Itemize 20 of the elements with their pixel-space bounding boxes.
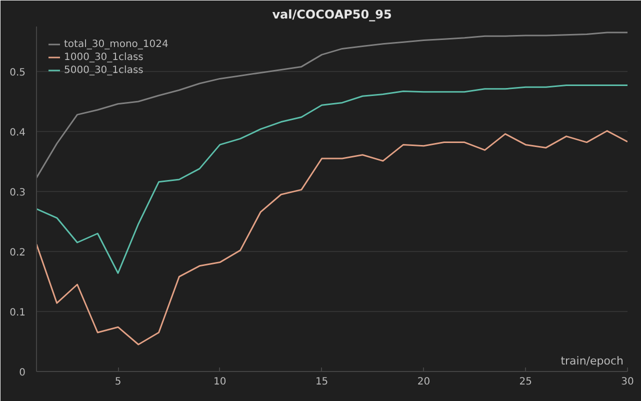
y-tick-label: 0.2	[10, 248, 26, 258]
y-tick-label: 0.5	[10, 68, 26, 78]
chart-title: val/COCOAP50_95	[272, 8, 392, 22]
y-tick-label: 0.4	[10, 128, 26, 138]
line-series	[36, 32, 628, 178]
x-tick-label: 20	[417, 376, 430, 388]
legend-label: total_30_mono_1024	[64, 38, 168, 50]
x-tick-label: 15	[315, 376, 328, 388]
y-tick-label: 0.3	[10, 188, 26, 198]
legend-label: 5000_30_1class	[64, 64, 144, 76]
x-tick-label: 25	[519, 376, 532, 388]
legend-label: 1000_30_1class	[64, 51, 144, 63]
x-tick-label: 30	[621, 376, 634, 388]
line-series	[36, 130, 628, 346]
line-series	[36, 84, 628, 274]
x-tick-label: 5	[114, 376, 122, 388]
y-tick-label: 0	[19, 368, 26, 378]
x-axis-title: train/epoch	[560, 354, 624, 368]
x-tick-label: 10	[214, 376, 226, 388]
y-tick-label: 0.1	[10, 308, 26, 318]
